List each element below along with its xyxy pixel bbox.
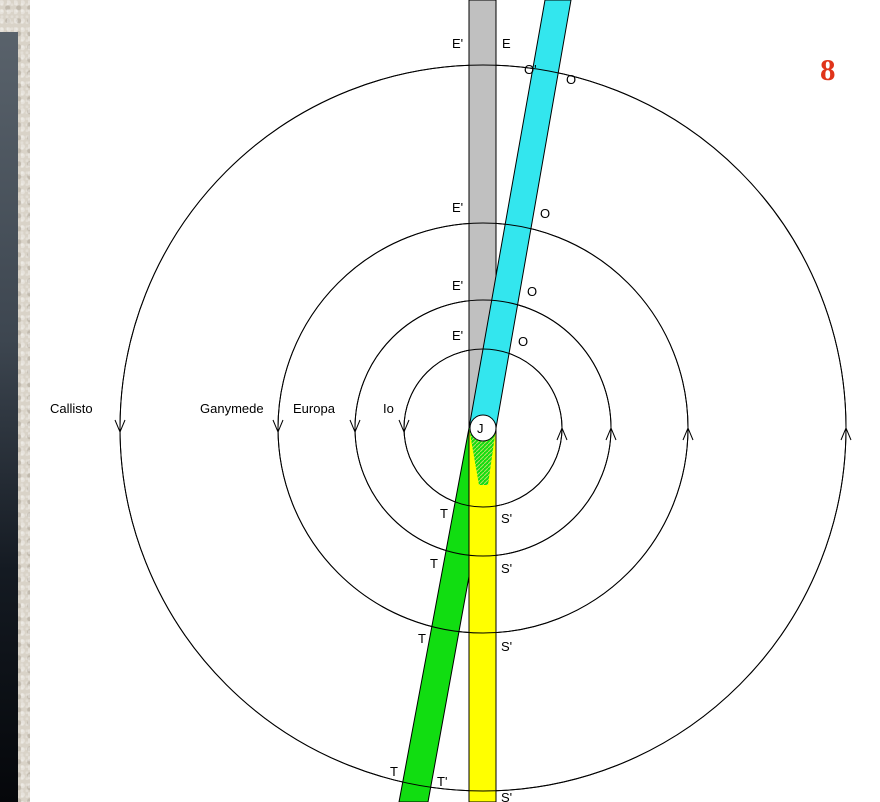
callisto-o: O [566, 72, 576, 87]
ganymede-s-prime: S' [501, 639, 512, 654]
label-europa: Europa [293, 401, 336, 416]
jupiter-circle [469, 414, 497, 442]
callisto-t: T [390, 764, 398, 779]
jupiter-label: J [477, 421, 484, 436]
orbit-arrows-up [556, 426, 852, 441]
callisto-e: E [502, 36, 511, 51]
ganymede-o: O [540, 206, 550, 221]
ganymede-t: T [418, 631, 426, 646]
overlap-hatch [469, 428, 496, 485]
io-e-prime: E' [452, 328, 463, 343]
callisto-t-prime: T' [437, 774, 447, 789]
label-io: Io [383, 401, 394, 416]
europa-o: O [527, 284, 537, 299]
page-number: 8 [820, 52, 836, 87]
ganymede-e-prime: E' [452, 200, 463, 215]
diagram-panel [30, 0, 880, 802]
callisto-e-prime: E' [452, 36, 463, 51]
io-t: T [440, 506, 448, 521]
label-callisto: Callisto [50, 401, 93, 416]
orbit-arrows-down [114, 419, 410, 434]
europa-t: T [430, 556, 438, 571]
background-photo-strip [0, 32, 18, 802]
label-ganymede: Ganymede [200, 401, 264, 416]
europa-s-prime: S' [501, 561, 512, 576]
callisto-o-prime: O' [524, 62, 537, 77]
europa-e-prime: E' [452, 278, 463, 293]
io-s-prime: S' [501, 511, 512, 526]
callisto-s-prime: S' [501, 790, 512, 802]
io-o: O [518, 334, 528, 349]
